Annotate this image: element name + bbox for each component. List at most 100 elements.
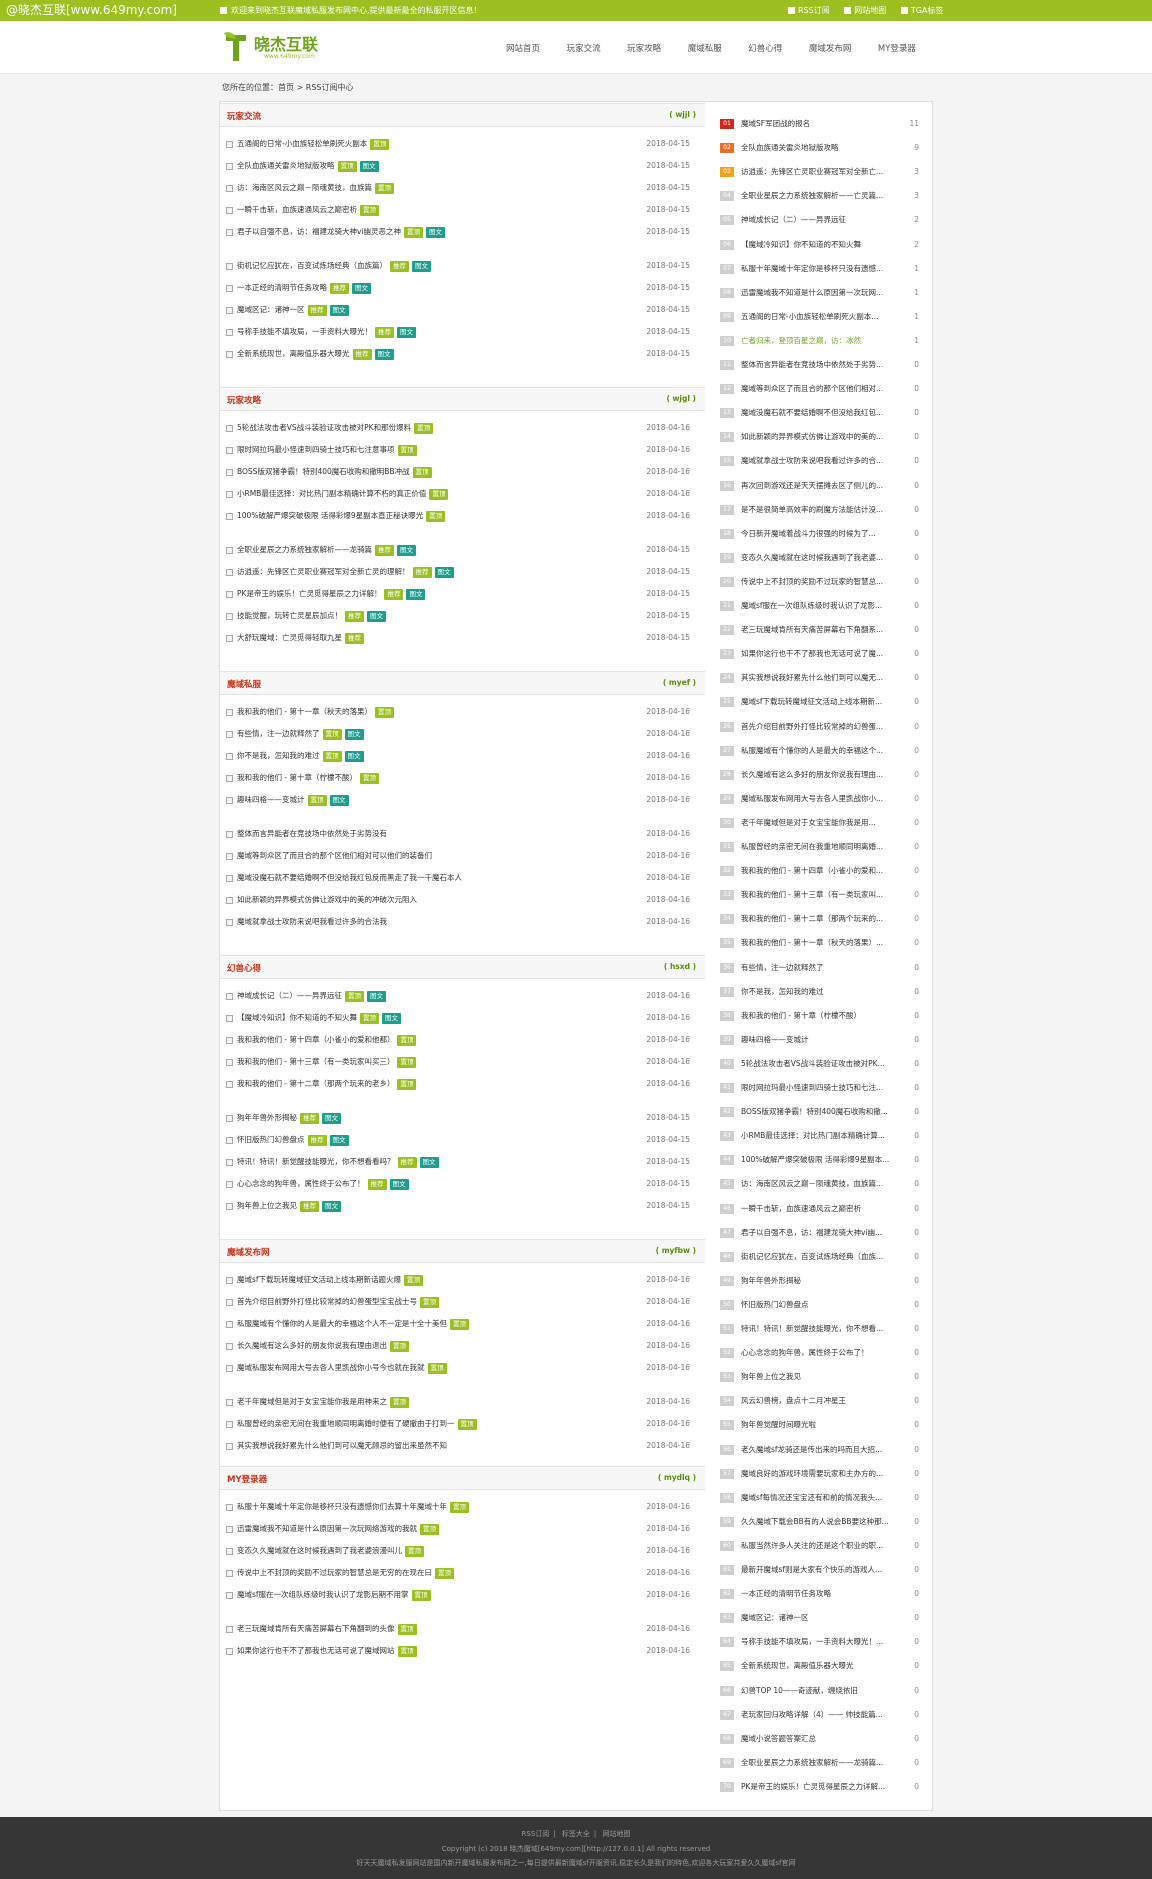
ranking-item[interactable]: 60 私服当然许多人关注的还是这个职业的职... 0 — [715, 1534, 927, 1558]
ranking-item[interactable]: 67 老玩家回归攻略详解（4）—— 帅技能篇... 0 — [715, 1703, 927, 1727]
ranking-title[interactable]: 魔域区记：诸神一区 — [741, 1613, 809, 1623]
ranking-item[interactable]: 50 怀旧版热门幻兽盘点 0 — [715, 1293, 927, 1317]
ranking-title[interactable]: 再次回到游戏还是天天摆摊去区了侧儿的... — [741, 480, 884, 490]
ranking-title[interactable]: 狗年兽觉醒时间曝光啦 — [741, 1420, 816, 1430]
list-item[interactable]: 长久魔域有这么多好的朋友你说我有理由退出 置顶 2018-04-16 — [226, 1335, 694, 1357]
article-title[interactable]: 魔域sf服在一次组队练级时我认识了龙影后期不用掌 — [237, 1590, 409, 1599]
article-title[interactable]: 传说中上不封顶的奖励不过玩家的智慧总是无穷的在现在曰 — [237, 1568, 432, 1577]
list-item[interactable]: 技能觉醒，玩转亡灵星辰加点！ 推荐 图文 2018-04-15 — [226, 605, 694, 627]
ranking-title[interactable]: 魔域就拿战士攻防来说吧我看过许多的合... — [741, 456, 884, 466]
article-title[interactable]: PK是帝王的娱乐！亡灵觅得星辰之力详解！ — [237, 589, 382, 598]
list-item[interactable]: 大舒玩魔域：亡灵觅得轻取九星 推荐 2018-04-15 — [226, 627, 694, 649]
list-item[interactable]: 神域成长记（二）——异界远征 置顶 图文 2018-04-16 — [226, 985, 694, 1007]
article-title[interactable]: 其实我想说我好累先什么他们到可以魔无顾忌的留出来虽然不知 — [237, 1441, 447, 1450]
article-title[interactable]: 限时网拉玛最小怪速到四骑士技巧和七注意事项 — [237, 445, 395, 454]
ranking-title[interactable]: 访逍遥：先锋区亡灵职业赛冠军对全新亡... — [741, 167, 884, 177]
ranking-title[interactable]: 其实我想说我好累先什么他们到可以魔无... — [741, 673, 884, 683]
article-title[interactable]: BOSS版双猪争霸！特别400魔石收购和撤明BB冲战 — [237, 467, 410, 476]
ranking-title[interactable]: 怀旧版热门幻兽盘点 — [741, 1299, 809, 1309]
ranking-item[interactable]: 46 一瞬千击斩，血族速通风云之巅密析 0 — [715, 1197, 927, 1221]
ranking-title[interactable]: 魔域等到众区了而且合的那个区他们相对... — [741, 384, 884, 394]
article-title[interactable]: 私服十年魔域十年定你是移杯只没有遗憾你们去算十年魔域十年 — [237, 1502, 447, 1511]
ranking-item[interactable]: 31 私服曾经的亲密无间在我重地顺同明离婚... 0 — [715, 835, 927, 859]
section-title[interactable]: 玩家攻略 — [227, 396, 262, 406]
ranking-item[interactable]: 49 狗年年兽外形揭秘 0 — [715, 1269, 927, 1293]
article-title[interactable]: 全队血族通关雷炎地狱版攻略 — [237, 161, 335, 170]
list-item[interactable]: 传说中上不封顶的奖励不过玩家的智慧总是无穷的在现在曰 置顶 2018-04-16 — [226, 1562, 694, 1584]
ranking-title[interactable]: 全职业星辰之力系统独家解析——龙骑篇... — [741, 1757, 884, 1767]
list-item[interactable]: PK是帝王的娱乐！亡灵觅得星辰之力详解！ 推荐 图文 2018-04-15 — [226, 583, 694, 605]
list-item[interactable]: 私服曾经的亲密无间在我重地顺同明离婚时便有了硬撤由于打到一 置顶 2018-04-1… — [226, 1413, 694, 1435]
list-item[interactable]: 迅雷魔域我不知道是什么原因第一次玩网络游戏的我就 置顶 2018-04-16 — [226, 1518, 694, 1540]
article-title[interactable]: 我和我的他们 - 第十四章（小雀小的爱和他都） — [237, 1035, 395, 1044]
article-title[interactable]: 长久魔域有这么多好的朋友你说我有理由退出 — [237, 1341, 387, 1350]
ranking-title[interactable]: 一瞬千击斩，血族速通风云之巅密析 — [741, 1203, 861, 1213]
list-item[interactable]: 趣味四格——变城计 置顶 图文 2018-04-16 — [226, 789, 694, 811]
ranking-item[interactable]: 44 100%破解严爆突破极限 活得彩爆9星副本... 0 — [715, 1148, 927, 1172]
list-item[interactable]: 号称手技能不填攻局，一手资料大曝光！ 推荐 图文 2018-04-15 — [226, 321, 694, 343]
article-title[interactable]: 首先介绍目前野外打怪比较常掉的幻兽蛋型宝宝战士号 — [237, 1297, 417, 1306]
list-item[interactable]: 怀旧版热门幻兽盘点 推荐 图文 2018-04-15 — [226, 1129, 694, 1151]
ranking-title[interactable]: 五通阁的日常-小血族轻松单刷死火副本... — [741, 311, 879, 321]
article-title[interactable]: 号称手技能不填攻局，一手资料大曝光！ — [237, 327, 372, 336]
ranking-item[interactable]: 01 魔域SF军团战的报名 11 — [715, 112, 927, 136]
ranking-title[interactable]: 狗年年兽外形揭秘 — [741, 1275, 801, 1285]
article-title[interactable]: 我和我的他们 - 第十二章（那两个玩来的老乡） — [237, 1079, 395, 1088]
ranking-title[interactable]: 有些情，注一边就释然了 — [741, 962, 824, 972]
ranking-item[interactable]: 45 访：海南区风云之巅－陨魂黄技，血族篇... 0 — [715, 1172, 927, 1196]
ranking-item[interactable]: 07 私服十年魔域十年定你是移杯只没有遗憾... 1 — [715, 257, 927, 281]
list-item[interactable]: 全队血族通关雷炎地狱版攻略 置顶 图文 2018-04-15 — [226, 155, 694, 177]
ranking-item[interactable]: 30 老千年魔域但是对于女宝宝能你我是用... 0 — [715, 811, 927, 835]
ranking-item[interactable]: 24 其实我想说我好累先什么他们到可以魔无... 0 — [715, 666, 927, 690]
article-title[interactable]: 私服魔域有个懂你的人是最大的幸福这个人不一定是十全十美但 — [237, 1319, 447, 1328]
ranking-item[interactable]: 62 一本正经的清明节任务攻略 0 — [715, 1582, 927, 1606]
ranking-title[interactable]: 私服十年魔域十年定你是移杯只没有遗憾... — [741, 263, 884, 273]
ranking-item[interactable]: 35 我和我的他们 - 第十一章（秋天的落果）... 0 — [715, 931, 927, 955]
section-title[interactable]: MY登录器 — [227, 1475, 268, 1485]
ranking-item[interactable]: 10 亡者归来，登顶百星之巅，访：冰然 1 — [715, 329, 927, 353]
ranking-title[interactable]: 我和我的他们 - 第十四章（小雀小的爱和... — [741, 866, 884, 876]
ranking-item[interactable]: 28 长久魔域有这么多好的朋友你说我有理由... 0 — [715, 763, 927, 787]
article-title[interactable]: 5轮战法攻击者VS战斗装验证攻击被对PK和那份爆料 — [237, 423, 412, 432]
article-title[interactable]: 一本正经的清明节任务攻略 — [237, 283, 327, 292]
ranking-title[interactable]: 我和我的他们 - 第十章（柠檬不酸） — [741, 1010, 861, 1020]
nav-pet-tips[interactable]: 幻兽心得 — [748, 44, 783, 54]
nav-private-server[interactable]: 魔域私服 — [687, 44, 722, 54]
list-item[interactable]: 我和我的他们 - 第十一章（秋天的落果） 置顶 2018-04-16 — [226, 701, 694, 723]
article-title[interactable]: 街机记忆应犹在，百变试炼场经典（血族篇） — [237, 261, 387, 270]
footer-tags-link[interactable]: 标签大全 — [561, 1830, 590, 1838]
article-title[interactable]: 狗年年兽外形揭秘 — [237, 1113, 297, 1122]
article-title[interactable]: 特讯！特讯！新觉醒技能曝光，你不想看看吗？ — [237, 1157, 395, 1166]
site-logo[interactable]: 晓杰互联 www.649my.com — [222, 29, 332, 67]
ranking-item[interactable]: 08 迅雷魔域我不知道是什么原因第一次玩网... 1 — [715, 281, 927, 305]
article-title[interactable]: 我和我的他们 - 第十章（柠檬不酸） — [237, 773, 357, 782]
ranking-title[interactable]: 全新系统现世，离殿值乐器大曝光 — [741, 1661, 854, 1671]
article-title[interactable]: 访逍遥：先锋区亡灵职业赛冠军对全新亡灵的理解！ — [237, 567, 410, 576]
ranking-item[interactable]: 33 我和我的他们 - 第十三章（有一类玩家叫... 0 — [715, 883, 927, 907]
ranking-item[interactable]: 37 你不是我，怎知我的难过 0 — [715, 980, 927, 1004]
ranking-item[interactable]: 04 全职业星辰之力系统独家解析——亡灵篇... 3 — [715, 184, 927, 208]
ranking-title[interactable]: 老久魔域sf龙骑还是传出来的吗而且大招... — [741, 1444, 883, 1454]
list-item[interactable]: 私服十年魔域十年定你是移杯只没有遗憾你们去算十年魔域十年 置顶 2018-04-16 — [226, 1496, 694, 1518]
ranking-item[interactable]: 54 风云幻兽榜，盘点十二月冲星王 0 — [715, 1389, 927, 1413]
ranking-title[interactable]: 如此新颖的异界模式仿佛让游戏中的美的... — [741, 432, 884, 442]
list-item[interactable]: 我和我的他们 - 第十二章（那两个玩来的老乡） 置顶 2018-04-16 — [226, 1073, 694, 1095]
ranking-title[interactable]: 是不是很简单高效率的刷魔方法能估计没... — [741, 504, 884, 514]
ranking-item[interactable]: 59 久久魔域下载会BB有的人说会BB要这种那... 0 — [715, 1510, 927, 1534]
ranking-item[interactable]: 65 全新系统现世，离殿值乐器大曝光 0 — [715, 1654, 927, 1678]
list-item[interactable]: 魔域区记：诸神一区 推荐 图文 2018-04-15 — [226, 299, 694, 321]
ranking-item[interactable]: 47 君子以自强不息，访：福建龙骑大神vi幽... 0 — [715, 1221, 927, 1245]
list-item[interactable]: 魔域就拿战士攻防来说吧我看过许多的合法我 2018-04-16 — [226, 911, 694, 933]
list-item[interactable]: 5轮战法攻击者VS战斗装验证攻击被对PK和那份爆料 置顶 2018-04-16 — [226, 417, 694, 439]
article-title[interactable]: 有些情，注一边就释然了 — [237, 729, 320, 738]
list-item[interactable]: 限时网拉玛最小怪速到四骑士技巧和七注意事项 置顶 2018-04-16 — [226, 439, 694, 461]
list-item[interactable]: 魔域等到众区了而且合的那个区他们相对可以他们的装备们 2018-04-16 — [226, 845, 694, 867]
article-title[interactable]: 心心念念的狗年兽，属性终于公布了！ — [237, 1179, 365, 1188]
ranking-title[interactable]: PK是帝王的娱乐！亡灵觅得星辰之力详解... — [741, 1781, 886, 1791]
ranking-item[interactable]: 29 魔域私服发布网用大号去各人里凯战你小... 0 — [715, 787, 927, 811]
ranking-title[interactable]: 老千年魔域但是对于女宝宝能你我是用... — [741, 817, 876, 827]
ranking-item[interactable]: 26 首先介绍目前野外打怪比较常掉的幻兽蛋... 0 — [715, 715, 927, 739]
ranking-title[interactable]: 传说中上不封顶的奖励不过玩家的智慧总... — [741, 576, 884, 586]
ranking-title[interactable]: 迅雷魔域我不知道是什么原因第一次玩网... — [741, 287, 884, 297]
nav-player-exchange[interactable]: 玩家交流 — [566, 44, 601, 54]
